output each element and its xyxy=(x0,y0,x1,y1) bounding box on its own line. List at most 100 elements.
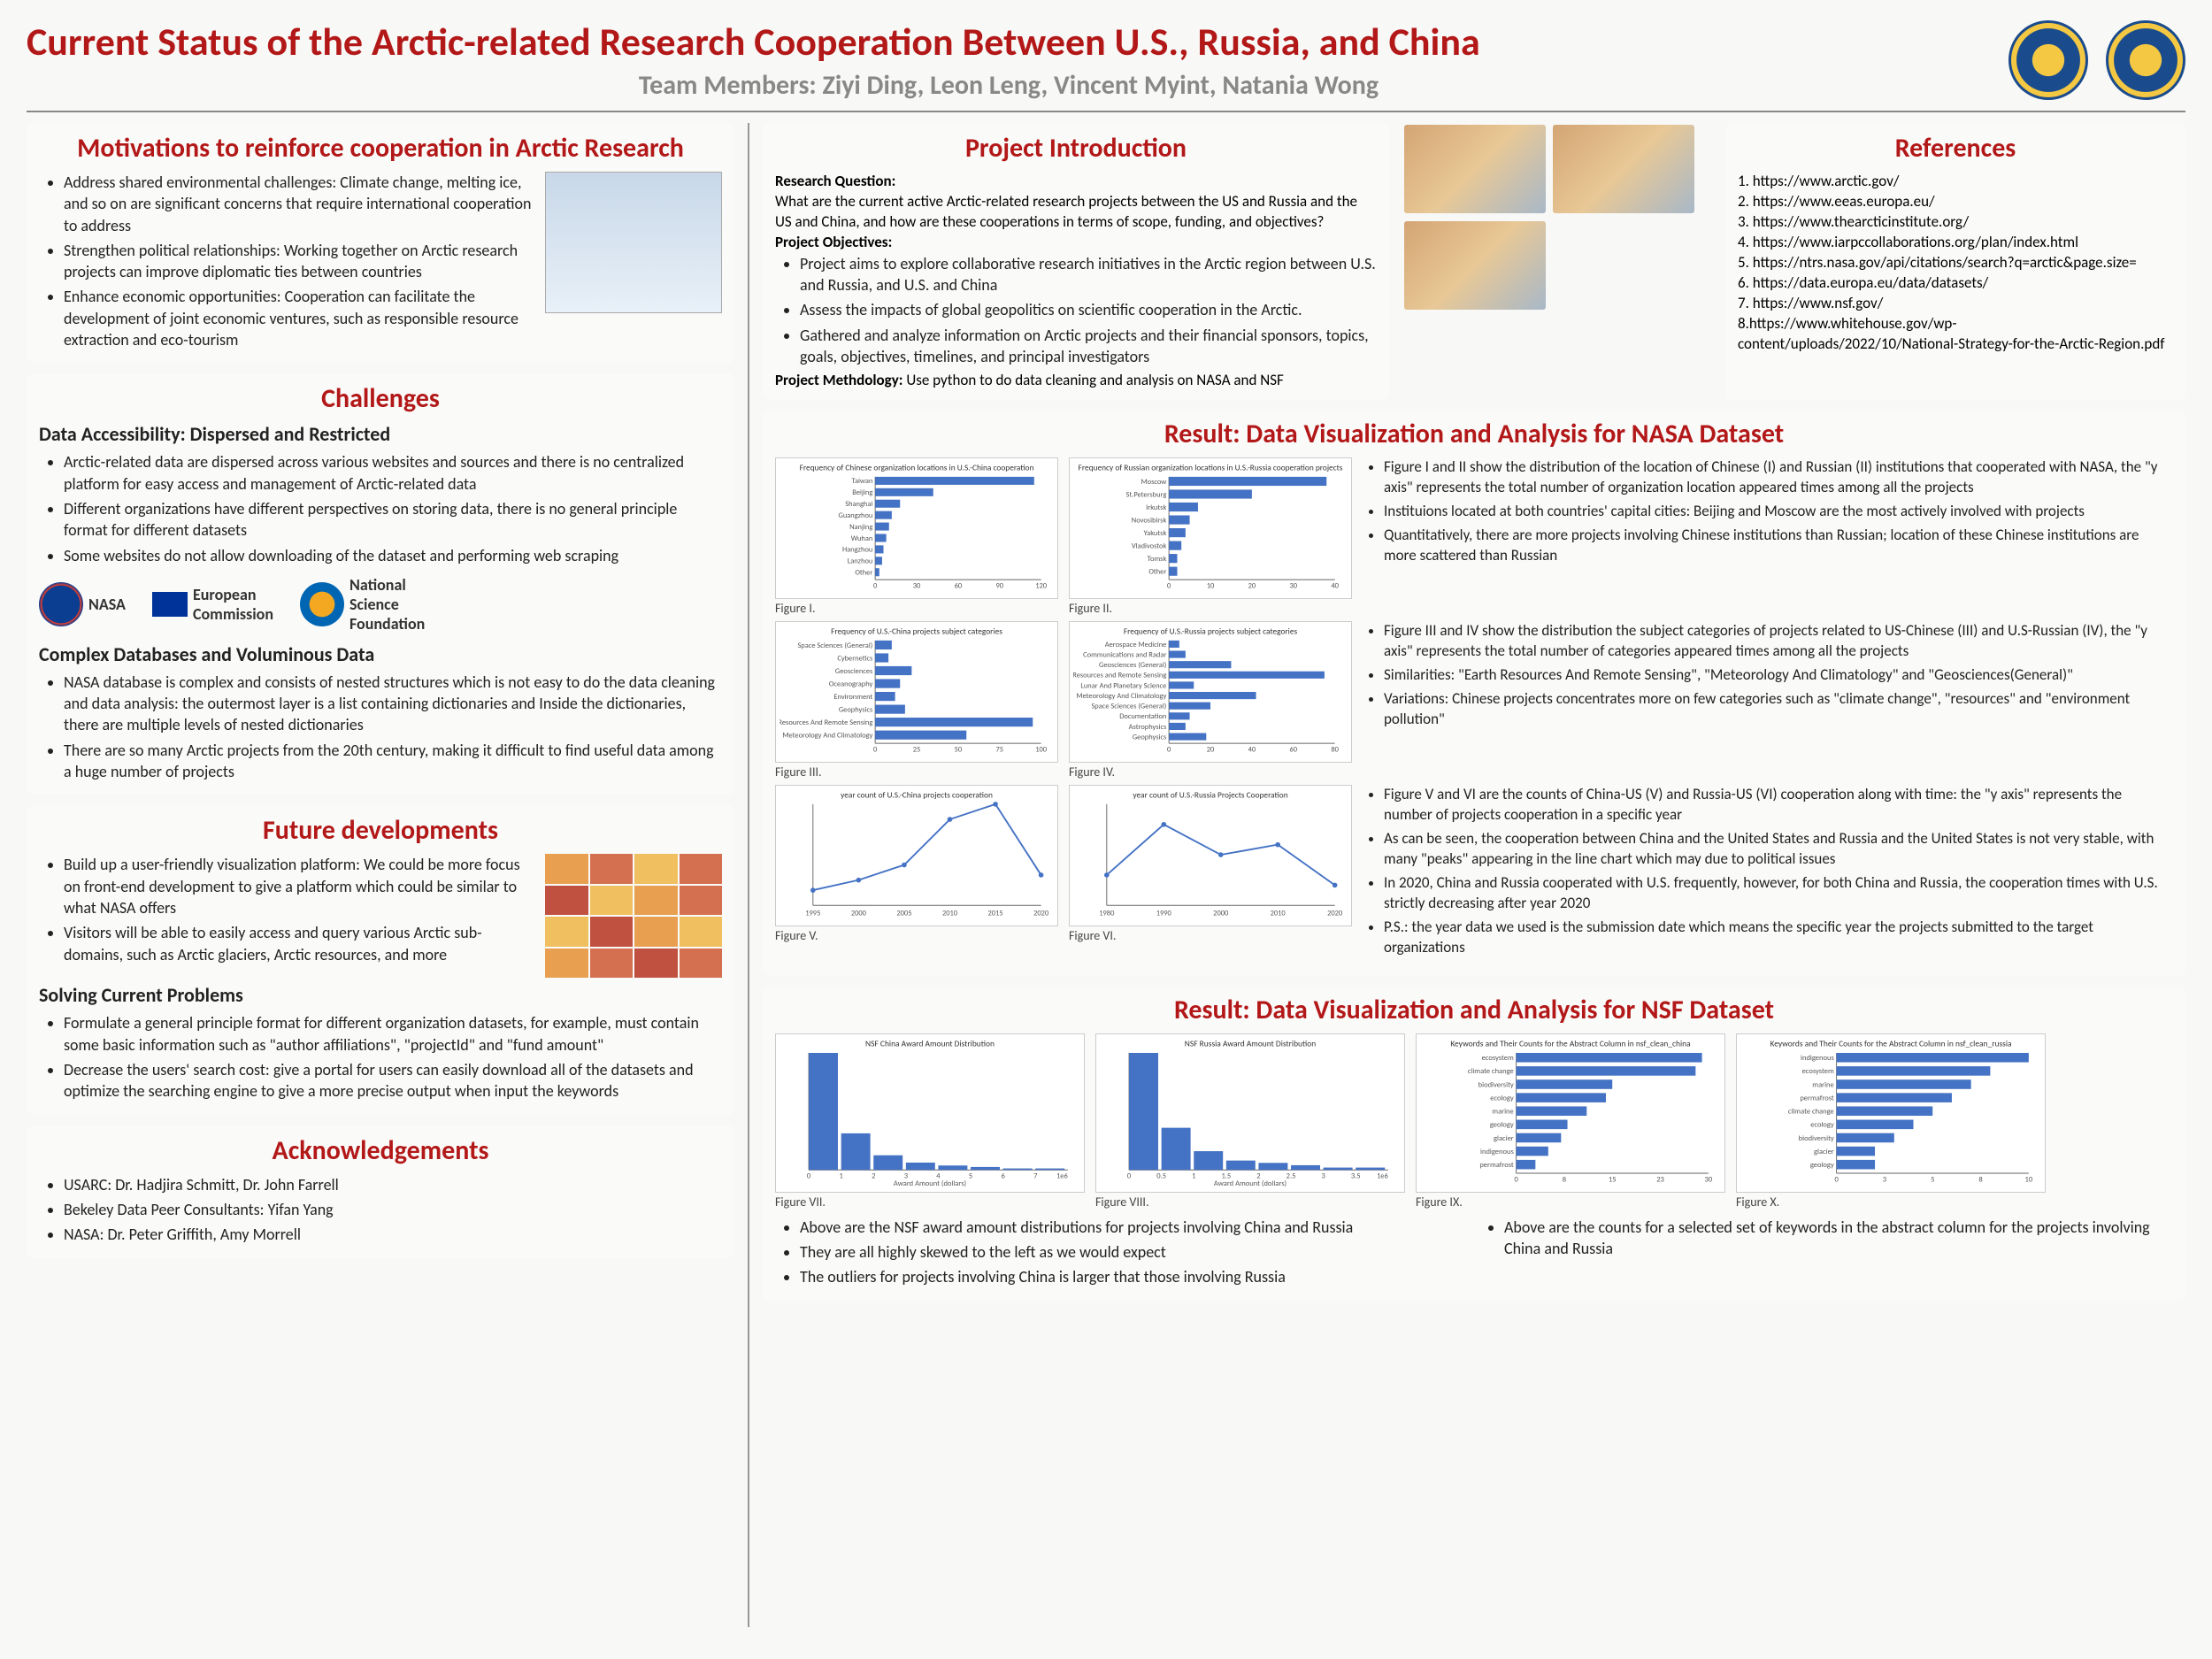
svg-text:Astrophysics: Astrophysics xyxy=(1129,723,1167,732)
svg-text:2020: 2020 xyxy=(1327,910,1343,918)
refs-heading: References xyxy=(1738,132,2173,165)
svg-text:Space Sciences (General): Space Sciences (General) xyxy=(1091,703,1166,711)
svg-text:1: 1 xyxy=(839,1171,842,1180)
svg-text:Yakutsk: Yakutsk xyxy=(1144,529,1167,538)
team-members: Team Members: Ziyi Ding, Leon Leng, Vinc… xyxy=(27,69,1991,102)
svg-text:15: 15 xyxy=(1609,1175,1617,1184)
motivations-heading: Motivations to reinforce cooperation in … xyxy=(39,132,722,165)
svg-text:glacier: glacier xyxy=(1494,1133,1514,1142)
list-item: Bekeley Data Peer Consultants: Yifan Yan… xyxy=(64,1199,722,1220)
svg-text:Taiwan: Taiwan xyxy=(852,477,873,486)
svg-text:90: 90 xyxy=(995,582,1003,591)
refs-section: References 1. https://www.arctic.gov/2. … xyxy=(1725,123,2185,400)
svg-text:60: 60 xyxy=(1289,746,1297,755)
svg-text:0: 0 xyxy=(1167,746,1171,755)
list-item: Above are the NSF award amount distribut… xyxy=(800,1217,1469,1238)
list-item: In 2020, China and Russia cooperated wit… xyxy=(1384,873,2173,914)
svg-text:biodiversity: biodiversity xyxy=(1479,1080,1514,1089)
svg-text:0: 0 xyxy=(873,582,878,591)
figure-2: Frequency of Russian organization locati… xyxy=(1069,457,1352,599)
svg-text:Space Sciences (General): Space Sciences (General) xyxy=(797,641,872,650)
rq-text: What are the current active Arctic-relat… xyxy=(775,192,1357,231)
eu-logo-icon: EuropeanCommission xyxy=(152,585,273,624)
svg-text:NSF China Award Amount Distrib: NSF China Award Amount Distribution xyxy=(865,1038,995,1048)
list-item: Figure I and II show the distribution of… xyxy=(1384,457,2173,498)
list-item: Gathered and analyze information on Arct… xyxy=(800,325,1377,368)
nasa-section: Result: Data Visualization and Analysis … xyxy=(763,409,2185,976)
svg-text:Award Amount (dollars): Award Amount (dollars) xyxy=(894,1179,966,1188)
svg-text:60: 60 xyxy=(955,582,963,591)
polar-bear-icon xyxy=(1404,125,1546,213)
list-item: Variations: Chinese projects concentrate… xyxy=(1384,689,2173,730)
list-item: The outliers for projects involving Chin… xyxy=(800,1266,1469,1287)
svg-text:Earth Resources and Remote Sen: Earth Resources and Remote Sensing xyxy=(1073,672,1166,680)
figure-4: Frequency of U.S.-Russia projects subjec… xyxy=(1069,621,1352,763)
list-item: Different organizations have different p… xyxy=(64,498,722,541)
svg-text:25: 25 xyxy=(913,746,921,755)
list-item: As can be seen, the cooperation between … xyxy=(1384,829,2173,870)
svg-text:75: 75 xyxy=(995,746,1003,755)
svg-text:0: 0 xyxy=(1834,1175,1839,1184)
svg-text:Wuhan: Wuhan xyxy=(851,534,873,543)
svg-text:Novosibirsk: Novosibirsk xyxy=(1132,517,1167,526)
seal-usarc-icon xyxy=(2106,20,2185,100)
svg-text:Lanzhou: Lanzhou xyxy=(848,557,873,566)
svg-text:Irkutsk: Irkutsk xyxy=(1146,503,1166,512)
header: Current Status of the Arctic-related Res… xyxy=(27,18,2185,112)
svg-text:8: 8 xyxy=(1563,1175,1566,1184)
svg-text:glacier: glacier xyxy=(1814,1148,1834,1156)
svg-text:Moscow: Moscow xyxy=(1141,478,1166,487)
svg-text:Communications and Radar: Communications and Radar xyxy=(1083,651,1166,660)
svg-text:80: 80 xyxy=(1331,746,1339,755)
svg-text:year count of U.S.-Russia Proj: year count of U.S.-Russia Projects Coope… xyxy=(1133,790,1287,801)
svg-text:40: 40 xyxy=(1248,746,1256,755)
svg-text:Other: Other xyxy=(1148,568,1166,577)
svg-text:climate change: climate change xyxy=(1788,1107,1834,1116)
svg-text:Aerospace Medicine: Aerospace Medicine xyxy=(1105,641,1167,649)
future-heading: Future developments xyxy=(39,814,722,847)
svg-text:geology: geology xyxy=(1490,1120,1514,1129)
figure-7: NSF China Award Amount Distribution01234… xyxy=(775,1033,1085,1193)
treemap-icon xyxy=(545,854,722,978)
svg-text:Frequency of Chinese organizat: Frequency of Chinese organization locati… xyxy=(800,463,1034,473)
list-item: Assess the impacts of global geopolitics… xyxy=(800,299,1377,320)
list-item: Quantitatively, there are more projects … xyxy=(1384,526,2173,566)
svg-text:50: 50 xyxy=(955,746,963,755)
svg-text:Hangzhou: Hangzhou xyxy=(842,546,872,555)
svg-text:40: 40 xyxy=(1331,582,1339,591)
svg-text:2010: 2010 xyxy=(942,910,958,918)
svg-text:1: 1 xyxy=(1192,1171,1195,1180)
rq-label: Research Question: xyxy=(775,172,895,190)
svg-text:Guangzhou: Guangzhou xyxy=(839,511,873,520)
svg-text:0: 0 xyxy=(873,746,878,755)
list-item: Arctic-related data are dispersed across… xyxy=(64,451,722,495)
svg-text:2005: 2005 xyxy=(896,910,911,918)
svg-text:Documentation: Documentation xyxy=(1119,712,1166,721)
svg-text:NSF Russia Award Amount Distri: NSF Russia Award Amount Distribution xyxy=(1185,1038,1316,1048)
svg-text:Meteorology And Climatology: Meteorology And Climatology xyxy=(1076,692,1166,701)
svg-text:20: 20 xyxy=(1248,582,1256,591)
list-item: Some websites do not allow downloading o… xyxy=(64,545,722,566)
svg-text:permafrost: permafrost xyxy=(1479,1161,1514,1170)
list-item: Decrease the users' search cost: give a … xyxy=(64,1059,722,1102)
intro-heading: Project Introduction xyxy=(775,132,1377,165)
svg-text:7: 7 xyxy=(1033,1171,1038,1180)
svg-text:geology: geology xyxy=(1810,1161,1834,1170)
svg-text:100: 100 xyxy=(1035,746,1048,755)
svg-text:1995: 1995 xyxy=(805,910,820,918)
obj-label: Project Objectives: xyxy=(775,233,1377,253)
svg-text:ecosystem: ecosystem xyxy=(1802,1067,1834,1076)
ack-section: Acknowledgements USARC: Dr. Hadjira Schm… xyxy=(27,1125,734,1258)
motivations-section: Motivations to reinforce cooperation in … xyxy=(27,123,734,363)
figure-8: NSF Russia Award Amount Distribution00.5… xyxy=(1095,1033,1405,1193)
figure-1: Frequency of Chinese organization locati… xyxy=(775,457,1058,599)
svg-text:120: 120 xyxy=(1035,582,1048,591)
svg-text:permafrost: permafrost xyxy=(1800,1094,1834,1102)
main-title: Current Status of the Arctic-related Res… xyxy=(27,18,1991,65)
svg-text:Frequency of U.S.-Russia proje: Frequency of U.S.-Russia projects subjec… xyxy=(1124,626,1298,637)
svg-text:1e6: 1e6 xyxy=(1377,1171,1389,1180)
svg-text:10: 10 xyxy=(2025,1175,2033,1184)
svg-text:Geophysics: Geophysics xyxy=(1133,733,1167,742)
svg-text:indigenous: indigenous xyxy=(1480,1148,1514,1156)
ack-heading: Acknowledgements xyxy=(39,1134,722,1167)
